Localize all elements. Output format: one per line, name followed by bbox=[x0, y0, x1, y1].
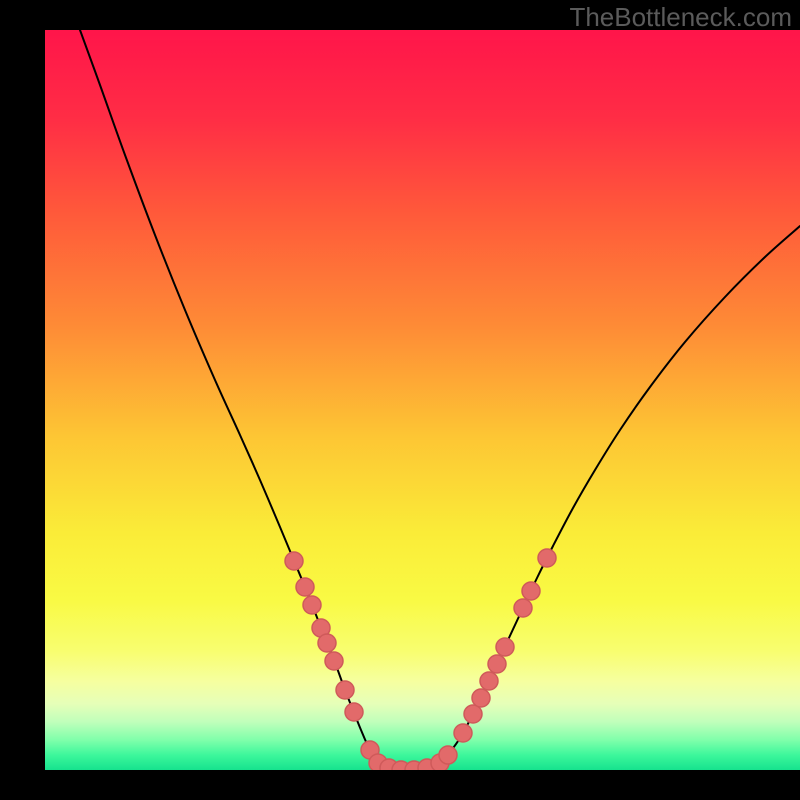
curve-marker bbox=[285, 552, 303, 570]
curve-marker bbox=[303, 596, 321, 614]
curve-marker bbox=[296, 578, 314, 596]
curve-marker bbox=[336, 681, 354, 699]
bottleneck-curve bbox=[80, 30, 800, 770]
curve-marker bbox=[318, 634, 336, 652]
curve-marker bbox=[325, 652, 343, 670]
watermark-text: TheBottleneck.com bbox=[569, 2, 792, 33]
frame-bar bbox=[0, 0, 45, 800]
curve-marker bbox=[439, 746, 457, 764]
curve-marker bbox=[345, 703, 363, 721]
curve-marker bbox=[480, 672, 498, 690]
curve-marker bbox=[496, 638, 514, 656]
plot-area bbox=[45, 30, 800, 770]
curve-marker bbox=[514, 599, 532, 617]
curve-marker bbox=[538, 549, 556, 567]
curve-markers bbox=[285, 549, 556, 770]
curve-marker bbox=[454, 724, 472, 742]
chart-svg bbox=[45, 30, 800, 770]
curve-marker bbox=[472, 689, 490, 707]
curve-marker bbox=[464, 705, 482, 723]
frame-bar bbox=[0, 770, 800, 800]
curve-marker bbox=[488, 655, 506, 673]
curve-marker bbox=[522, 582, 540, 600]
